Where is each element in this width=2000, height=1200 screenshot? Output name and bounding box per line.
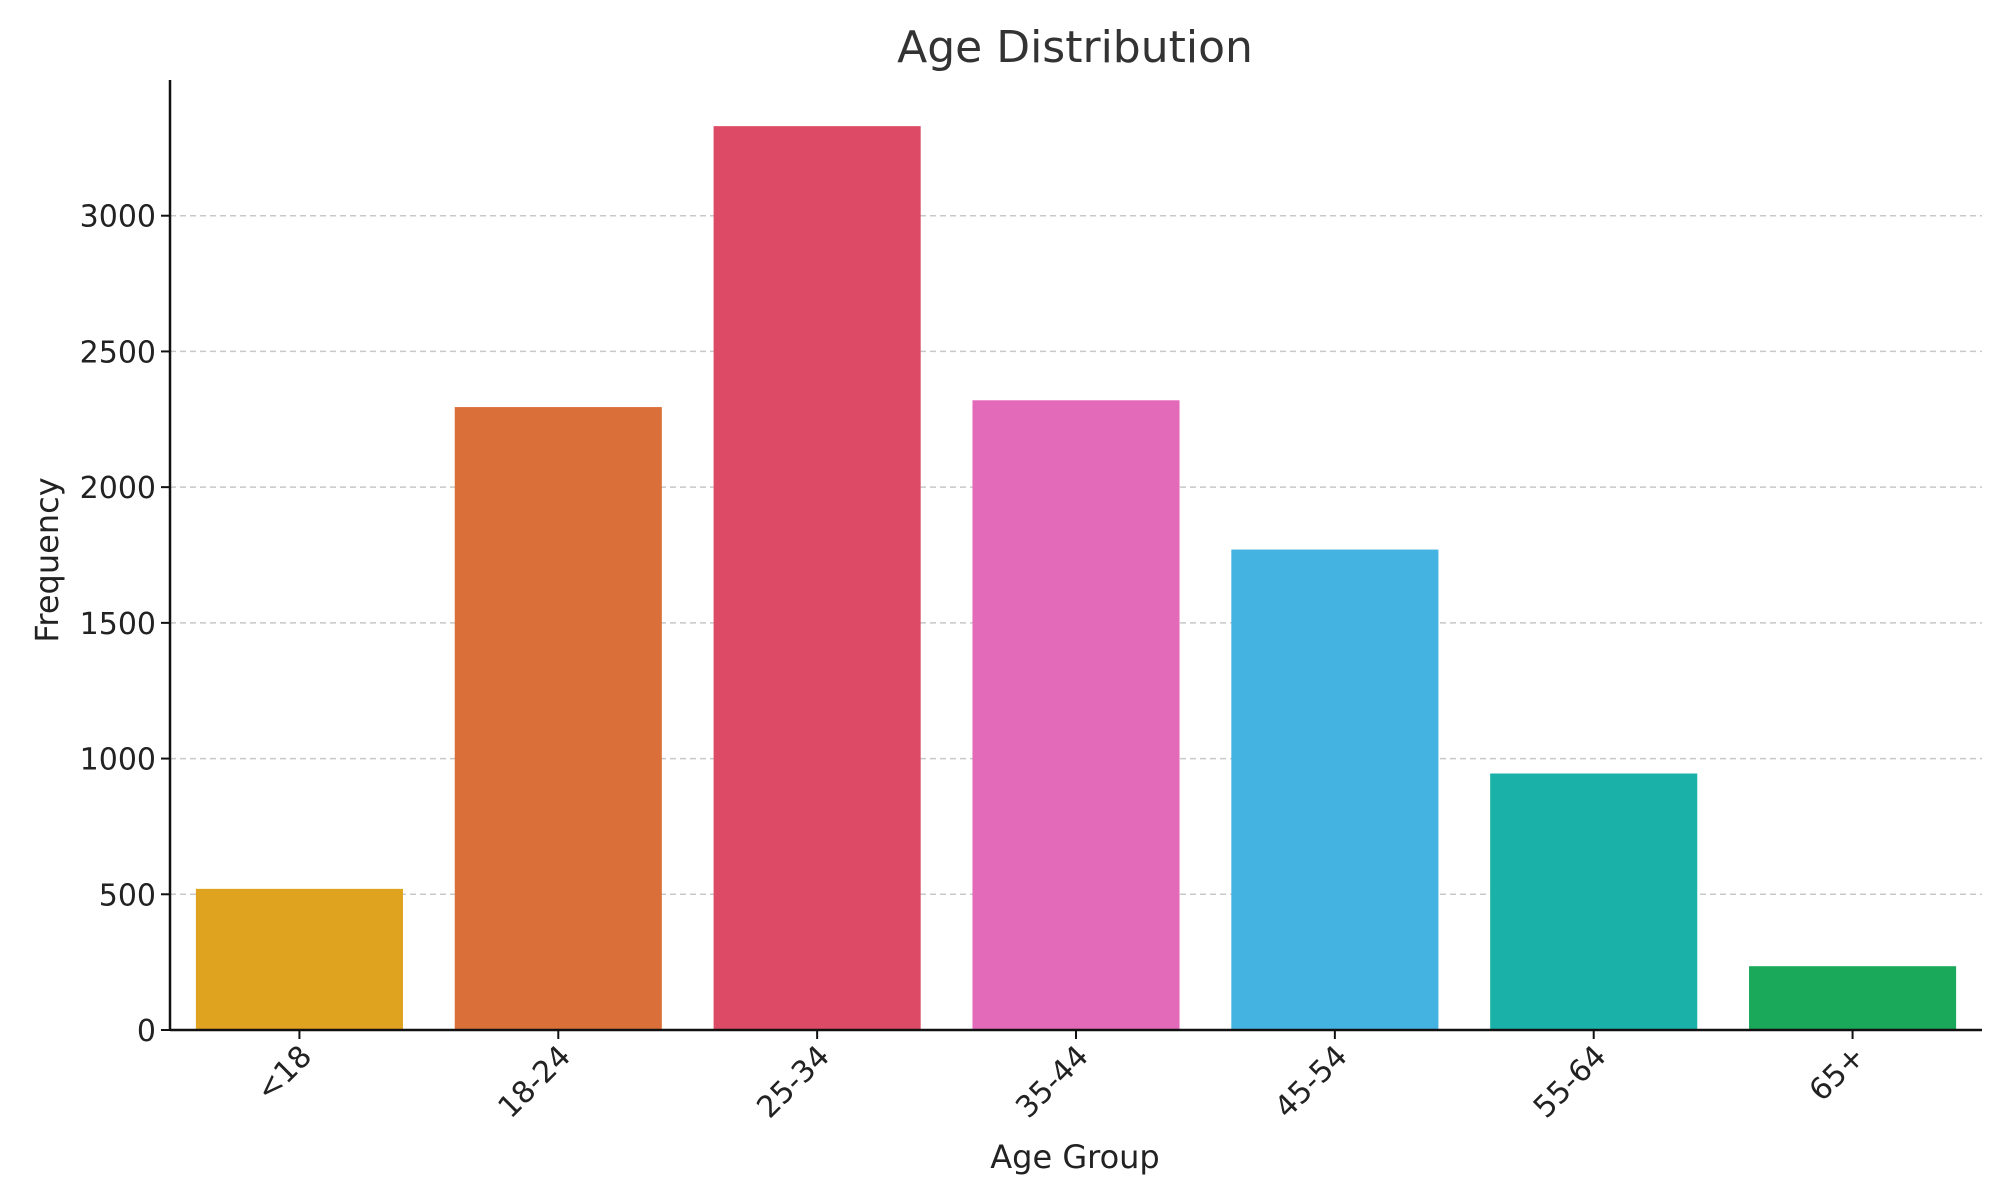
- x-tick-label: 55-64: [1527, 1039, 1613, 1125]
- bar-layer: [195, 126, 1957, 1031]
- x-tick-label: 65+: [1803, 1039, 1873, 1109]
- y-tick-label: 1000: [80, 743, 156, 778]
- y-tick-label: 0: [137, 1014, 156, 1049]
- x-tick-label: 35-44: [1009, 1039, 1095, 1125]
- x-tick-label: 45-54: [1268, 1039, 1354, 1125]
- y-tick-label: 2000: [80, 471, 156, 506]
- y-tick-label: 1500: [80, 607, 156, 642]
- x-tick-label: 25-34: [750, 1039, 836, 1125]
- chart-title: Age Distribution: [897, 22, 1253, 73]
- y-tick-layer: 0 500 1000 1500 2000 2500 3000: [80, 200, 170, 1049]
- bar-1: [454, 407, 662, 1031]
- bar-4: [1231, 549, 1439, 1030]
- bar-3: [972, 400, 1180, 1030]
- x-tick-label: <18: [250, 1039, 320, 1109]
- bar-0: [195, 888, 403, 1030]
- x-axis-label: Age Group: [990, 1138, 1159, 1176]
- x-tick-label: 18-24: [492, 1039, 578, 1125]
- x-tick-layer: <18 18-24 25-34 35-44 45-54 55-64 65+: [250, 1030, 1873, 1125]
- y-tick-label: 2500: [80, 335, 156, 370]
- bar-2: [713, 126, 921, 1030]
- y-tick-label: 500: [99, 878, 156, 913]
- y-axis-label: Frequency: [28, 477, 66, 642]
- bar-5: [1490, 773, 1698, 1030]
- bar-6: [1749, 966, 1957, 1030]
- y-tick-label: 3000: [80, 200, 156, 235]
